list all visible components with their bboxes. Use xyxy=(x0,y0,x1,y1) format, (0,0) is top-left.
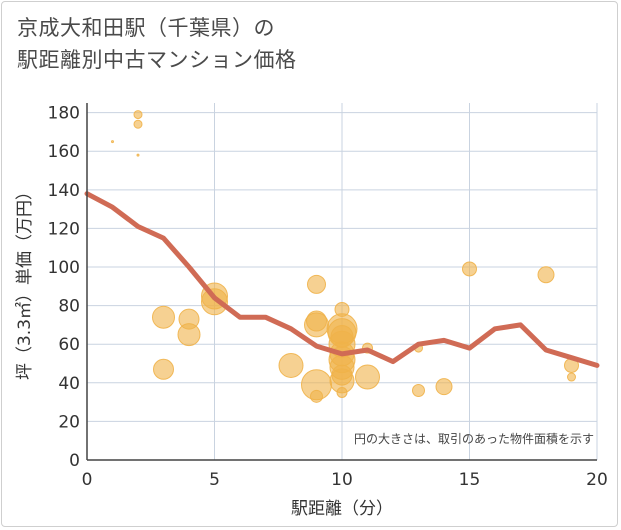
tick-labels: 0 5 10 15 20 0 20 40 60 80 100 120 140 160 180 xyxy=(48,104,608,490)
x-tick-label: 5 xyxy=(209,470,220,490)
x-tick-label: 10 xyxy=(331,470,353,490)
data-bubble xyxy=(201,288,228,316)
size-note: 円の大きさは、取引のあった物件面積を示す xyxy=(354,431,594,446)
axes xyxy=(86,103,597,461)
data-bubble xyxy=(537,266,555,284)
data-bubble xyxy=(435,378,453,396)
y-tick-label: 120 xyxy=(48,219,80,239)
data-bubble xyxy=(412,384,425,398)
x-tick-label: 20 xyxy=(586,470,608,490)
chart-title: 京成大和田駅（千葉県）の 駅距離別中古マンション価格 xyxy=(17,12,297,76)
trend-line xyxy=(84,191,600,368)
data-bubble xyxy=(133,119,143,129)
bubble-layer xyxy=(111,110,579,403)
y-tick-label: 0 xyxy=(69,451,80,471)
y-tick-label: 100 xyxy=(48,258,80,278)
data-bubble xyxy=(567,372,576,382)
y-tick-label: 160 xyxy=(48,142,80,162)
title-line-2: 駅距離別中古マンション価格 xyxy=(17,48,297,72)
y-tick-label: 80 xyxy=(58,297,80,317)
y-tick-label: 60 xyxy=(58,335,80,355)
data-bubble xyxy=(462,261,477,277)
data-bubble xyxy=(177,323,201,347)
data-bubble xyxy=(153,358,174,380)
grid-lines xyxy=(87,103,598,460)
title-line-1: 京成大和田駅（千葉県）の xyxy=(17,16,275,40)
data-bubble xyxy=(278,352,304,378)
y-tick-label: 40 xyxy=(58,374,80,394)
y-tick-label: 20 xyxy=(58,412,80,432)
data-bubble xyxy=(307,274,326,294)
data-bubble xyxy=(133,110,143,120)
data-bubble xyxy=(304,312,329,338)
data-bubble xyxy=(136,153,140,157)
data-bubble xyxy=(336,386,348,398)
data-bubble xyxy=(310,389,323,403)
x-tick-label: 0 xyxy=(82,470,93,490)
y-axis-title: 坪（3.3㎡）単価（万円） xyxy=(15,183,35,380)
x-tick-label: 15 xyxy=(459,470,481,490)
data-bubble xyxy=(111,140,114,144)
x-axis-title: 駅距離（分） xyxy=(291,499,393,519)
data-bubble xyxy=(355,364,380,390)
data-bubble xyxy=(152,305,175,329)
y-tick-label: 180 xyxy=(48,104,80,124)
y-tick-label: 140 xyxy=(48,181,80,201)
